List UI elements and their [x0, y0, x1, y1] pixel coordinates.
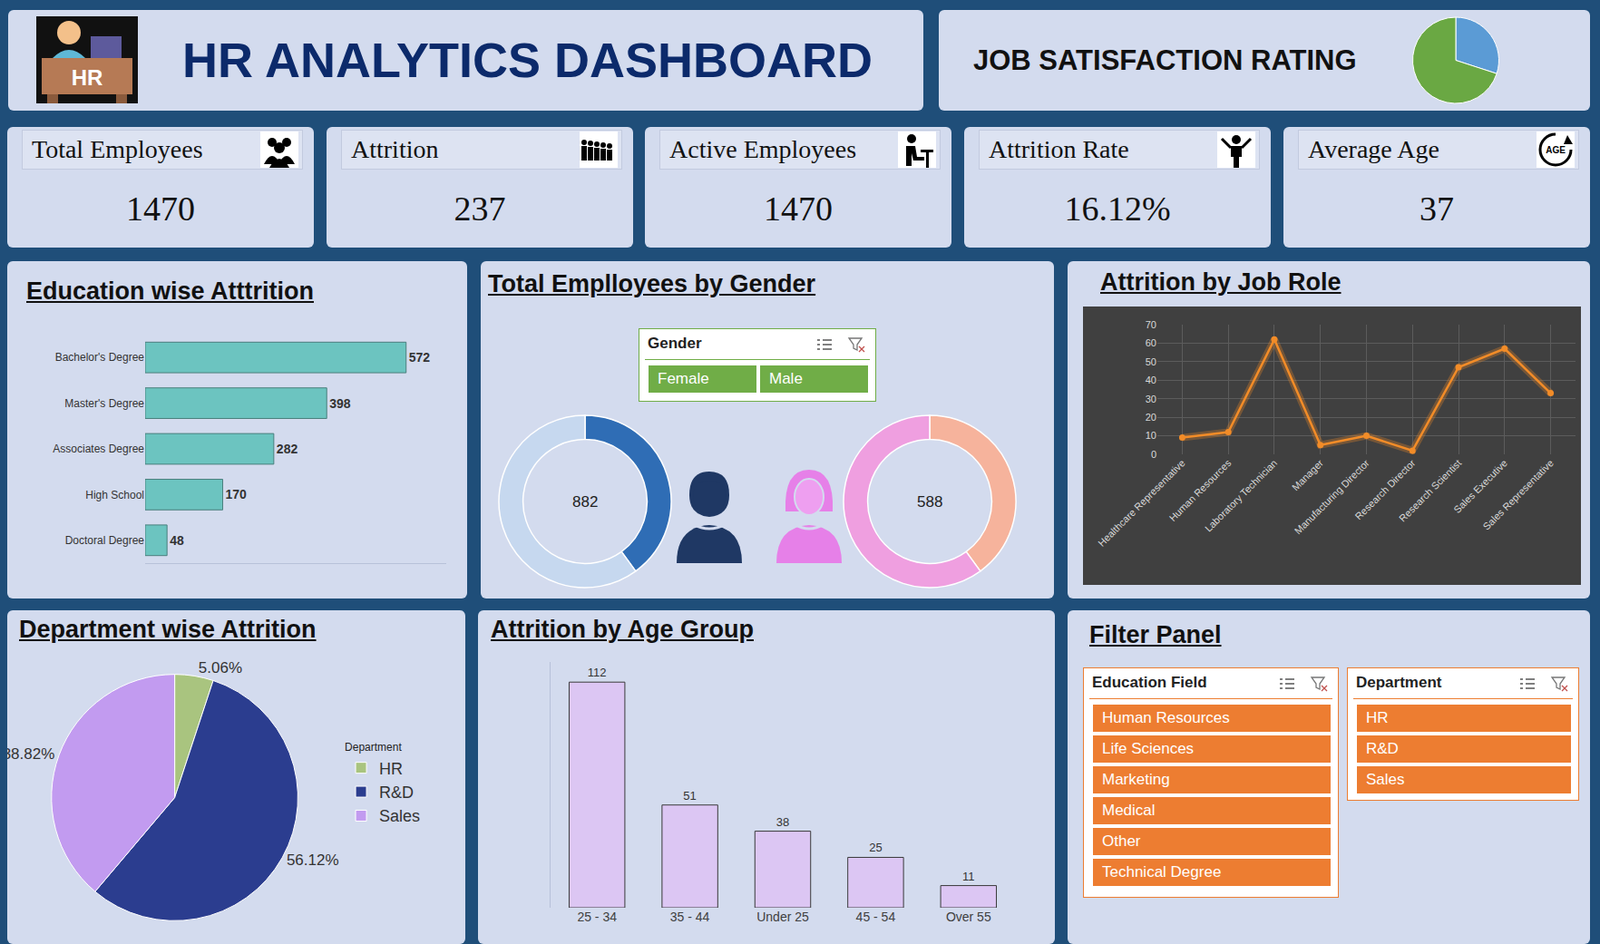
html-text:Human Resources: Human Resources [1102, 709, 1230, 727]
html-text:1470: 1470 [763, 189, 833, 228]
svg-text:112: 112 [587, 665, 607, 680]
svg-text:11: 11 [962, 869, 976, 884]
svg-text:45 - 54: 45 - 54 [856, 909, 897, 925]
svg-text:48: 48 [169, 533, 185, 548]
svg-text:56.12%: 56.12% [286, 851, 340, 869]
svg-text:5.06%: 5.06% [198, 659, 243, 677]
html-text:Life Sciences: Life Sciences [1102, 740, 1194, 758]
svg-text:282: 282 [276, 441, 299, 457]
svg-text:572: 572 [409, 350, 431, 365]
html-text:Marketing: Marketing [1102, 770, 1170, 789]
html-text:Attrition by Age Group: Attrition by Age Group [490, 615, 754, 644]
svg-text:170: 170 [225, 487, 248, 502]
html-text:Department: Department [1356, 673, 1442, 692]
svg-text:30: 30 [1145, 393, 1157, 405]
html-text:Technical Degree: Technical Degree [1102, 863, 1222, 881]
html-text:Total Emplloyees by Gender: Total Emplloyees by Gender [487, 270, 816, 298]
svg-text:0: 0 [1151, 448, 1157, 460]
svg-text:Research Scientist: Research Scientist [1396, 457, 1464, 524]
svg-text:38.82%: 38.82% [7, 745, 55, 763]
html-text:Other: Other [1102, 832, 1141, 850]
html-text:Total Employees: Total Employees [31, 135, 203, 164]
html-text:Sales: Sales [1365, 770, 1405, 789]
html-text:Attrition by Job Role: Attrition by Job Role [1100, 268, 1342, 296]
svg-text:588: 588 [917, 493, 943, 511]
html-text:Active Employees: Active Employees [669, 135, 857, 164]
html-text:Education wise Atttrition: Education wise Atttrition [26, 277, 314, 305]
svg-text:Associates Degree: Associates Degree [52, 442, 145, 456]
svg-text:High School: High School [85, 488, 145, 502]
html-text:1470: 1470 [126, 189, 196, 228]
svg-text:25: 25 [868, 840, 882, 855]
svg-text:R&D: R&D [379, 783, 414, 802]
svg-text:Manager: Manager [1289, 457, 1326, 493]
svg-text:Manufacturing Director: Manufacturing Director [1292, 457, 1372, 537]
svg-text:Bachelor's Degree: Bachelor's Degree [55, 351, 146, 364]
html-text:Average Age: Average Age [1307, 135, 1440, 164]
svg-text:AGE: AGE [1545, 145, 1566, 156]
svg-text:20: 20 [1145, 411, 1157, 423]
html-text:Male: Male [769, 370, 803, 388]
svg-text:25 - 34: 25 - 34 [576, 909, 617, 925]
html-text:16.12%: 16.12% [1064, 189, 1171, 228]
html-text:Gender: Gender [647, 334, 702, 352]
svg-text:60: 60 [1145, 337, 1157, 349]
svg-text:Human Resources: Human Resources [1167, 457, 1234, 524]
html-text:Medical: Medical [1102, 801, 1156, 820]
html-text:JOB SATISFACTION RATING: JOB SATISFACTION RATING [973, 44, 1357, 77]
svg-text:Doctoral Degree: Doctoral Degree [65, 534, 146, 547]
svg-text:398: 398 [329, 396, 352, 411]
svg-text:Department: Department [344, 741, 402, 754]
html-text:Attrition: Attrition [351, 135, 439, 164]
html-text:R&D: R&D [1365, 740, 1399, 758]
html-text:HR ANALYTICS DASHBOARD: HR ANALYTICS DASHBOARD [182, 32, 873, 88]
html-text:Female: Female [657, 370, 710, 388]
svg-text:40: 40 [1145, 374, 1157, 386]
html-text:HR: HR [1365, 709, 1389, 727]
svg-text:Master's Degree: Master's Degree [64, 397, 145, 410]
svg-text:38: 38 [776, 815, 790, 830]
svg-text:HR: HR [379, 760, 403, 779]
svg-text:Sales Representative: Sales Representative [1480, 457, 1555, 532]
svg-text:882: 882 [572, 493, 598, 511]
svg-text:Healthcare Representative: Healthcare Representative [1095, 457, 1188, 549]
html-text:Filter Panel: Filter Panel [1089, 621, 1222, 649]
html-text:37: 37 [1419, 189, 1454, 228]
html-text:Attrition Rate: Attrition Rate [988, 135, 1130, 164]
svg-text:51: 51 [682, 789, 696, 803]
svg-text:35 - 44: 35 - 44 [670, 909, 711, 925]
svg-text:Under 25: Under 25 [756, 909, 810, 925]
svg-text:Sales Executive: Sales Executive [1451, 457, 1510, 516]
svg-text:10: 10 [1145, 429, 1157, 441]
svg-text:50: 50 [1145, 356, 1157, 368]
html-text:Department wise Attrition: Department wise Attrition [19, 615, 317, 644]
svg-text:Sales: Sales [379, 807, 420, 826]
svg-text:Laboratory Technician: Laboratory Technician [1202, 457, 1279, 534]
html-text:Education Field: Education Field [1092, 673, 1207, 692]
svg-text:Over 55: Over 55 [946, 909, 992, 925]
svg-text:HR: HR [71, 65, 104, 90]
html-text:237: 237 [453, 189, 506, 228]
svg-text:Research Director: Research Director [1352, 457, 1417, 522]
svg-text:70: 70 [1145, 319, 1157, 331]
